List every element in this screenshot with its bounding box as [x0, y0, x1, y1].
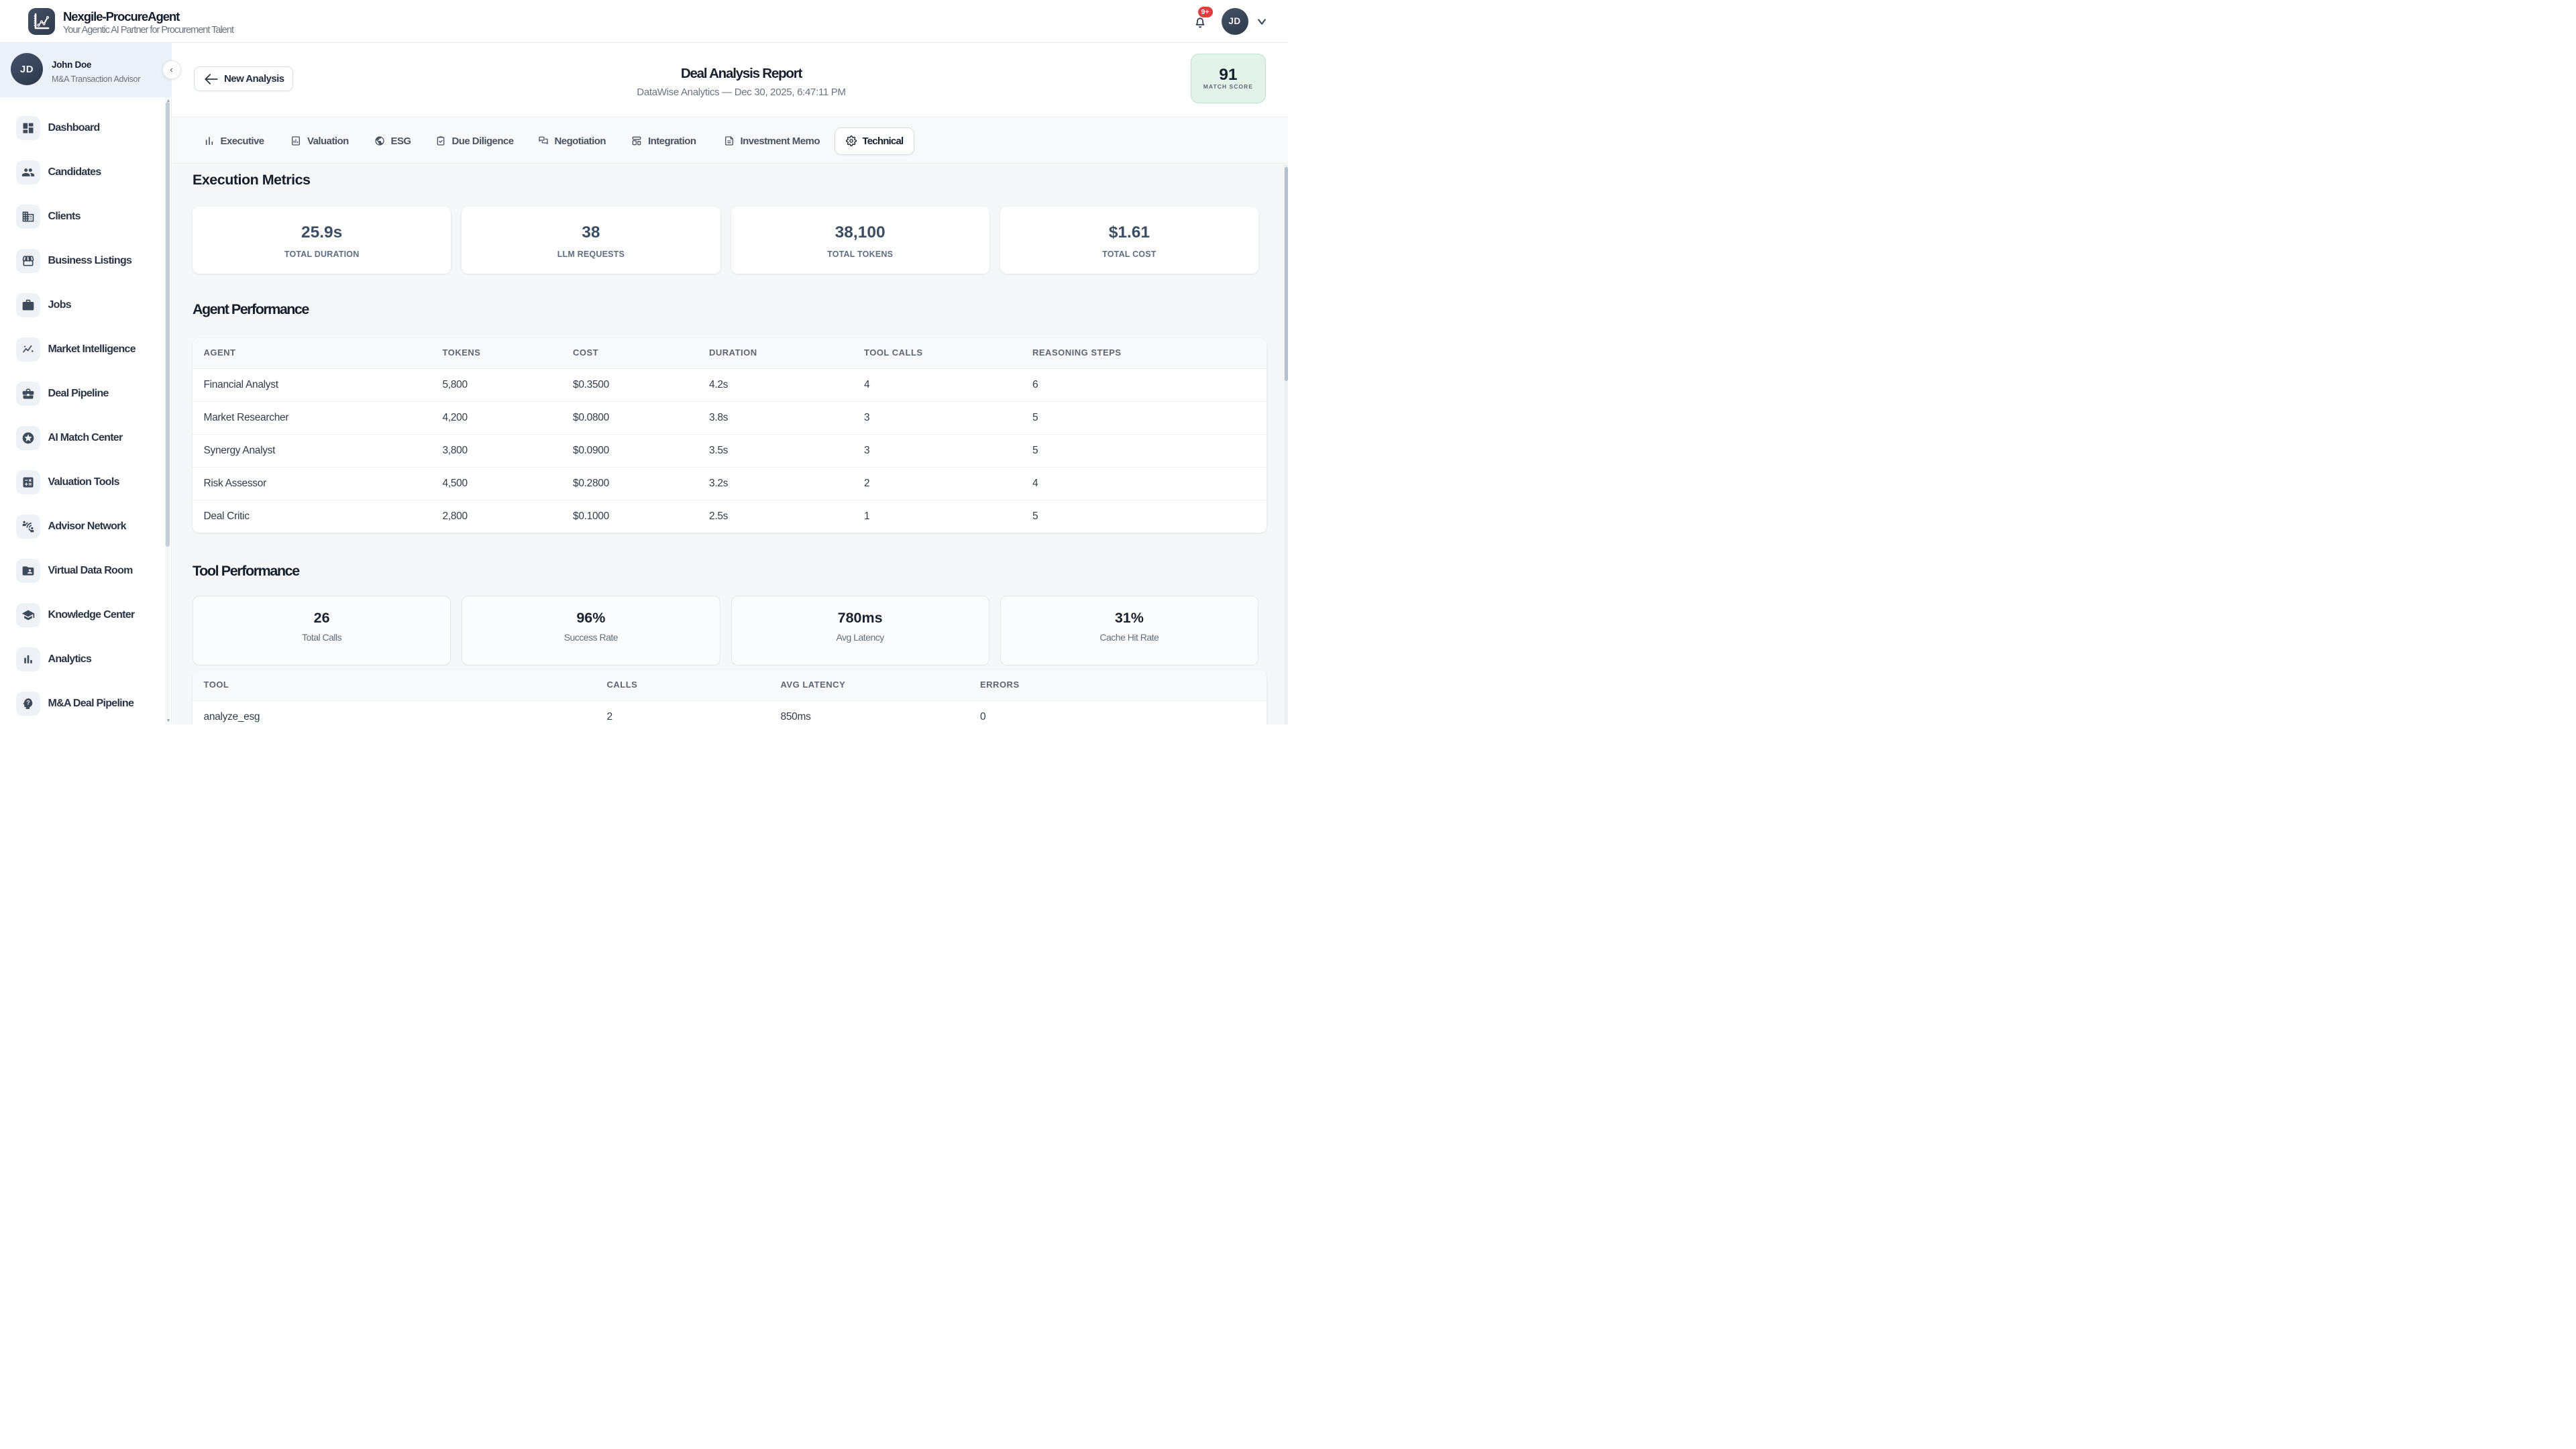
svg-text:?: ?: [26, 699, 30, 706]
